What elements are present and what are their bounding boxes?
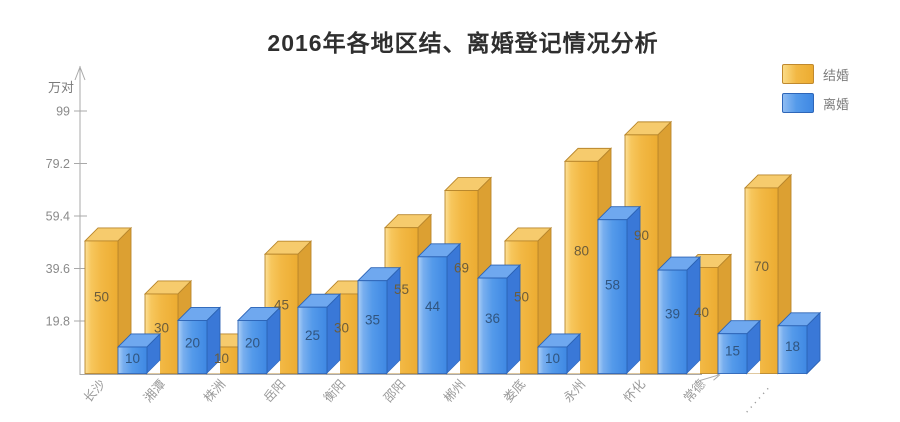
y-tick-label: 19.8 bbox=[46, 315, 70, 329]
bar-divorce bbox=[776, 311, 822, 375]
bar-divorce bbox=[236, 306, 282, 375]
bar-value-label: 30 bbox=[154, 320, 169, 335]
bar-divorce bbox=[416, 242, 462, 375]
bar-value-label: 30 bbox=[334, 320, 349, 335]
y-tick-label: 39.6 bbox=[46, 262, 70, 276]
legend-swatch-marriage-icon bbox=[782, 64, 814, 84]
bar-value-label: 10 bbox=[125, 351, 140, 366]
bar-value-label: 50 bbox=[94, 290, 109, 305]
y-tick-label: 79.2 bbox=[46, 157, 70, 171]
y-tick-label: 59.4 bbox=[46, 210, 70, 224]
y-axis-unit-label: 万对 bbox=[48, 80, 74, 95]
bar-value-label: 58 bbox=[605, 277, 620, 292]
floor-gap bbox=[387, 360, 400, 374]
bar-divorce bbox=[296, 293, 342, 375]
bar-value-label: 90 bbox=[634, 228, 649, 243]
bar-divorce bbox=[596, 205, 642, 375]
y-axis-arrow-icon bbox=[74, 65, 86, 81]
x-category-label: 娄底 bbox=[500, 376, 528, 405]
bar-value-label: 36 bbox=[485, 311, 500, 326]
floor-gap bbox=[747, 360, 760, 374]
bar-divorce bbox=[716, 319, 762, 375]
x-category-label: 长沙 bbox=[81, 377, 108, 405]
floor-gap bbox=[267, 360, 280, 374]
x-category-label: 常德 bbox=[680, 376, 708, 405]
bars bbox=[83, 120, 822, 375]
y-tick-label: 99 bbox=[56, 105, 70, 119]
x-category-label: 湘潭 bbox=[140, 376, 168, 405]
x-category-label: 衡阳 bbox=[321, 377, 348, 405]
floor-gap bbox=[147, 360, 160, 374]
axes: 万对 19.8 39.6 59.4 79.2 99 bbox=[46, 65, 721, 381]
bar-value-label: 44 bbox=[425, 299, 441, 314]
bar-value-label: 50 bbox=[514, 290, 529, 305]
legend-item-divorce: 离婚 bbox=[782, 93, 849, 113]
floor-gap bbox=[207, 360, 220, 374]
legend-item-marriage: 结婚 bbox=[782, 64, 849, 84]
x-category-label: ······ bbox=[740, 381, 775, 418]
bar-value-label: 45 bbox=[274, 297, 289, 312]
legend-swatch-divorce-icon bbox=[782, 93, 814, 113]
x-category-label: 邵阳 bbox=[381, 377, 408, 405]
bar-divorce bbox=[176, 306, 222, 375]
legend: 结婚 离婚 bbox=[782, 64, 849, 122]
floor-gap bbox=[567, 360, 580, 374]
bar-value-label: 80 bbox=[574, 243, 589, 258]
floor-gap bbox=[327, 360, 340, 374]
x-category-label: 株洲 bbox=[200, 376, 228, 405]
bar-value-label: 70 bbox=[754, 259, 769, 274]
bar-value-label: 25 bbox=[305, 328, 320, 343]
bar-divorce bbox=[356, 266, 402, 375]
legend-label-divorce: 离婚 bbox=[823, 96, 850, 112]
bar-value-label: 18 bbox=[785, 339, 800, 354]
bar-value-label: 39 bbox=[665, 307, 680, 322]
floor-gap bbox=[687, 360, 700, 374]
bar-value-label: 55 bbox=[394, 282, 409, 297]
bar-divorce bbox=[116, 332, 162, 375]
x-category-label: 郴州 bbox=[441, 377, 468, 405]
x-category-label: 永州 bbox=[561, 377, 588, 405]
bar-value-label: 35 bbox=[365, 313, 380, 328]
floor-gap bbox=[507, 360, 520, 374]
bar-value-label: 10 bbox=[214, 351, 229, 366]
bar-value-label: 10 bbox=[545, 351, 560, 366]
chart-title: 2016年各地区结、离婚登记情况分析 bbox=[267, 30, 659, 56]
bar-value-label: 40 bbox=[694, 305, 709, 320]
bar-divorce bbox=[656, 256, 702, 375]
bar-divorce bbox=[536, 332, 582, 375]
bar-divorce bbox=[476, 263, 522, 375]
x-category-label: 怀化 bbox=[621, 377, 648, 405]
floor-gap bbox=[447, 360, 460, 374]
bar-value-label: 20 bbox=[185, 336, 200, 351]
legend-label-marriage: 结婚 bbox=[823, 67, 850, 83]
bar-value-label: 69 bbox=[454, 260, 469, 275]
floor-gap bbox=[627, 360, 640, 374]
bar-value-label: 20 bbox=[245, 336, 260, 351]
x-category-label: 岳阳 bbox=[261, 377, 288, 405]
bar-value-label: 15 bbox=[725, 343, 740, 358]
